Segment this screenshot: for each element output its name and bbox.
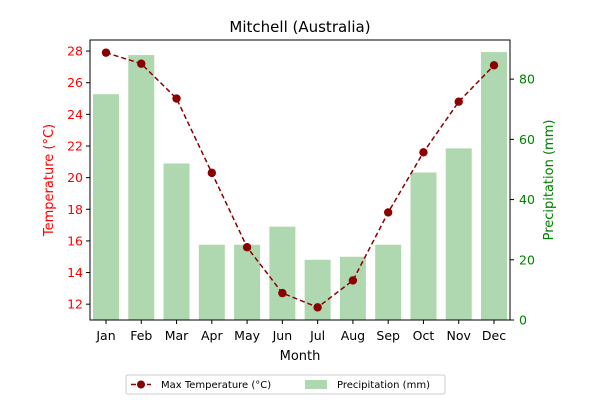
x-axis-tick-label: Jan	[95, 328, 115, 343]
left-axis-tick-label: 20	[67, 170, 83, 185]
x-axis-tick-label: Nov	[447, 328, 472, 343]
legend: Max Temperature (°C) Precipitation (mm)	[125, 374, 446, 395]
temperature-point-dec	[489, 61, 499, 70]
plot-frame	[89, 39, 511, 321]
chart-title: Mitchell (Australia)	[229, 18, 370, 36]
x-axis-tick-label: Mar	[165, 328, 189, 343]
precipitation-bar-feb	[128, 55, 155, 320]
temperature-point-oct	[419, 148, 428, 157]
left-axis-tick-label: 12	[67, 297, 83, 312]
x-axis-tick-label: Aug	[341, 328, 365, 343]
temperature-line	[101, 48, 499, 312]
temperature-point-feb	[137, 59, 146, 68]
precipitation-bar-mar	[163, 163, 190, 320]
temperature-point-apr	[207, 168, 217, 178]
precipitation-bar-dec	[481, 52, 507, 321]
right-axis-tick-label: 80	[519, 72, 535, 87]
left-axis-tick-label: 14	[67, 265, 83, 280]
x-axis: Jan Feb Mar Apr May Jun Jul Aug Sep Oct Nov Dec	[95, 320, 506, 343]
right-axis-tick-label: 20	[519, 252, 535, 267]
temperature-point-may	[242, 243, 252, 252]
precipitation-bar-apr	[198, 244, 225, 320]
temperature-point-sep	[383, 208, 393, 217]
left-axis: 12 14 16 18 20 22 24 26 28	[67, 44, 90, 312]
x-axis-tick-label: Dec	[482, 328, 506, 343]
left-axis-tick-label: 24	[67, 107, 83, 122]
left-axis-tick-label: 26	[67, 75, 83, 90]
x-axis-tick-label: May	[234, 328, 260, 343]
x-axis-tick-label: Oct	[413, 328, 435, 343]
precipitation-bar-sep	[375, 244, 402, 320]
legend-label-temperature: Max Temperature (°C)	[161, 380, 271, 391]
left-axis-tick-label: 18	[67, 202, 83, 217]
legend-label-precipitation: Precipitation (mm)	[337, 380, 430, 391]
right-axis-label: Precipitation (mm)	[542, 120, 557, 241]
temperature-point-mar	[172, 94, 181, 103]
right-axis: 0 20 40 60 80	[510, 72, 535, 328]
precipitation-bars	[93, 52, 507, 321]
x-axis-tick-label: Jul	[309, 328, 325, 343]
temperature-line-path	[105, 51, 495, 309]
precipitation-bar-aug	[339, 256, 366, 320]
legend-line-marker	[137, 380, 145, 389]
x-axis-tick-label: Apr	[201, 328, 223, 343]
right-axis-tick-label: 0	[519, 313, 527, 328]
temperature-point-aug	[348, 276, 358, 285]
precipitation-bar-may	[234, 244, 261, 320]
legend-bar-swatch	[305, 380, 327, 389]
left-axis-tick-label: 28	[67, 44, 83, 59]
x-axis-tick-label: Sep	[376, 328, 400, 343]
legend-box	[125, 374, 446, 395]
temperature-point-jun	[278, 288, 287, 298]
precipitation-bar-oct	[410, 172, 437, 320]
temperature-point-jan	[101, 48, 111, 57]
temperature-point-jul	[313, 303, 322, 312]
left-axis-label: Temperature (°C)	[42, 124, 57, 237]
precipitation-bar-nov	[445, 148, 472, 320]
right-axis-tick-label: 60	[519, 132, 535, 147]
x-axis-tick-label: Jun	[272, 328, 293, 343]
x-axis-label: Month	[280, 349, 321, 364]
precipitation-bar-jun	[269, 226, 296, 320]
x-axis-tick-label: Feb	[130, 328, 152, 343]
left-axis-tick-label: 16	[67, 233, 83, 248]
precipitation-bar-jan	[93, 94, 119, 321]
right-axis-tick-label: 40	[519, 192, 535, 207]
left-axis-tick-label: 22	[67, 138, 83, 153]
temperature-point-nov	[454, 97, 463, 106]
